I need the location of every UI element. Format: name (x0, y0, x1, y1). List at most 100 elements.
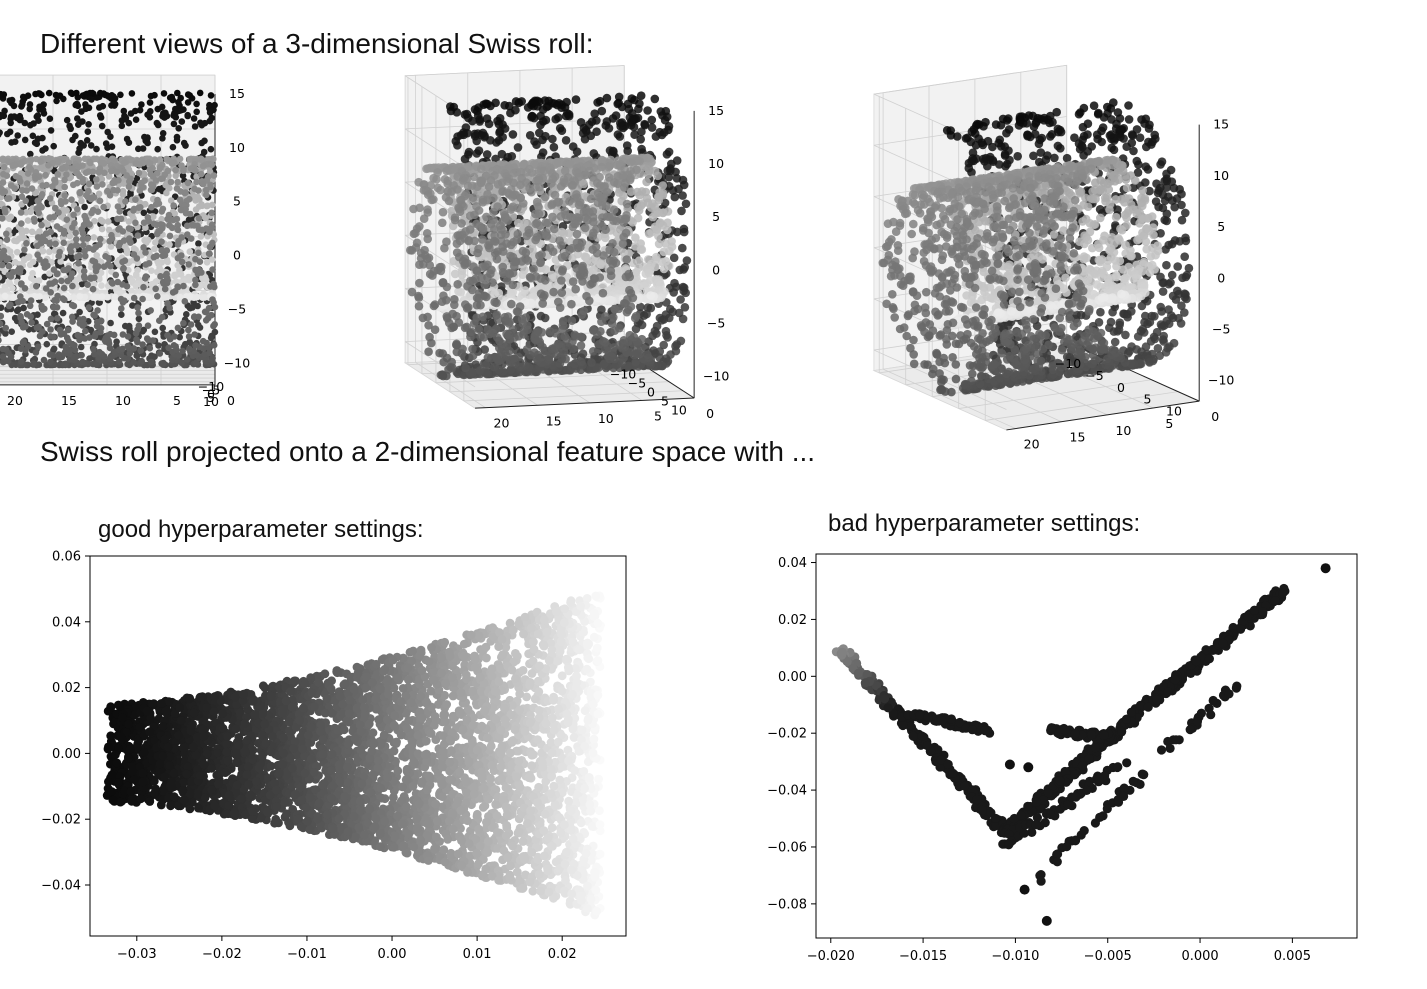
roll-point (171, 333, 178, 340)
roll-point (654, 239, 664, 249)
roll-point (125, 183, 133, 190)
grid-line (405, 65, 625, 77)
roll-point (80, 267, 88, 275)
roll-point (122, 198, 129, 205)
roll-point (552, 159, 561, 168)
roll-point (191, 313, 198, 320)
roll-point (146, 160, 154, 167)
roll-point (89, 285, 97, 293)
roll-point (508, 192, 517, 201)
roll-point (54, 171, 62, 178)
roll-point (157, 175, 165, 183)
roll-point (96, 197, 104, 205)
roll-point (438, 207, 448, 217)
roll-point (196, 89, 204, 97)
roll-point (118, 122, 126, 130)
roll-point (0, 179, 7, 186)
roll-point (523, 219, 533, 228)
roll-point (174, 178, 181, 186)
roll-point (47, 333, 54, 340)
roll-point (0, 223, 2, 229)
roll-point (174, 226, 182, 234)
roll-point (450, 215, 460, 225)
roll-point (664, 181, 674, 191)
roll-point (158, 103, 166, 111)
roll-point (186, 345, 193, 353)
roll-point (46, 240, 53, 248)
roll-point (97, 89, 104, 97)
roll-point (74, 331, 81, 339)
roll-point (540, 96, 550, 105)
roll-point (68, 196, 75, 203)
x-tick-label: 10 (203, 394, 219, 409)
roll-point (145, 260, 153, 267)
roll-point (497, 149, 507, 159)
roll-point (468, 351, 478, 361)
roll-point (597, 260, 606, 270)
roll-point (573, 249, 583, 259)
roll-point (130, 207, 137, 214)
roll-point (208, 209, 215, 217)
roll-point (142, 200, 149, 208)
z-tick-label: 10 (229, 140, 245, 155)
roll-point (174, 241, 182, 248)
roll-point (95, 190, 103, 198)
roll-point (473, 182, 482, 191)
roll-point (61, 176, 68, 184)
roll-point (89, 168, 97, 176)
roll-point (3, 236, 11, 243)
roll-point (139, 145, 147, 152)
roll-point (138, 192, 145, 199)
roll-point (482, 212, 491, 222)
roll-point (637, 320, 647, 330)
roll-point (105, 173, 113, 180)
roll-point (677, 206, 686, 216)
roll-point (117, 91, 124, 99)
y-tick-label: 5 (173, 393, 181, 408)
roll-point (480, 345, 489, 354)
roll-point (132, 196, 139, 203)
roll-point (121, 257, 129, 264)
roll-point (13, 248, 21, 256)
roll-point (78, 280, 86, 288)
roll-point (11, 258, 19, 266)
roll-point (589, 149, 599, 158)
roll-point (595, 96, 605, 106)
roll-point (439, 291, 448, 300)
roll-point (157, 273, 164, 280)
roll-point (611, 111, 621, 120)
roll-point (183, 356, 191, 363)
roll-point (192, 167, 199, 174)
roll-point (119, 228, 127, 235)
roll-point (636, 344, 646, 353)
roll-point (137, 347, 144, 354)
roll-point (430, 325, 440, 334)
roll-point (183, 311, 190, 318)
roll-point (8, 96, 16, 104)
roll-point (66, 122, 73, 130)
roll-point (10, 293, 18, 301)
roll-point (192, 359, 200, 367)
roll-point (447, 187, 456, 196)
roll-point (663, 225, 672, 235)
roll-point (538, 148, 548, 157)
z-tick-label: 0 (233, 248, 241, 263)
roll-point (462, 109, 472, 119)
roll-point (72, 132, 79, 140)
roll-point (59, 309, 67, 317)
roll-point (31, 218, 38, 225)
roll-point (658, 189, 668, 198)
roll-point (139, 341, 146, 348)
roll-point (650, 94, 660, 104)
roll-point (592, 116, 601, 125)
roll-point (643, 106, 652, 115)
roll-point (147, 307, 154, 314)
roll-point (482, 150, 492, 159)
roll-point (430, 300, 440, 309)
roll-point (184, 99, 192, 106)
roll-point (97, 216, 105, 224)
roll-point (130, 251, 138, 258)
roll-point (207, 145, 215, 153)
roll-point (93, 176, 100, 183)
roll-point (0, 312, 5, 320)
